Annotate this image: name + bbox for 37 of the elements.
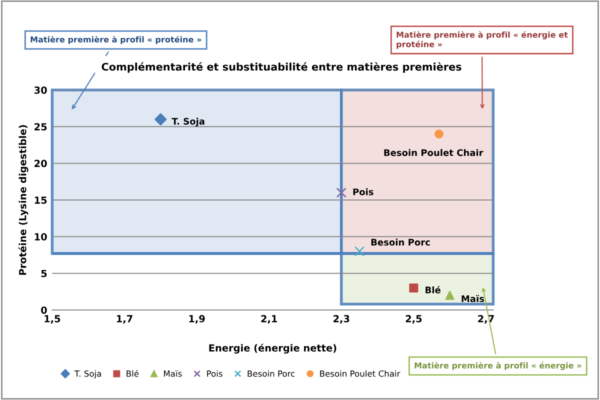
y-tick-label: 15 <box>34 196 47 204</box>
annotation: Besoin Porc <box>371 238 430 246</box>
annotation: Pois <box>353 188 374 196</box>
point <box>354 246 365 256</box>
legend-label: T. Soja <box>74 370 101 378</box>
annotation: T. Soja <box>172 118 204 127</box>
legend-label: Maïs <box>164 370 182 377</box>
annotation: Maïs <box>462 295 484 302</box>
y-tick-label: 10 <box>34 233 47 240</box>
chart-title: Complémentarité et substituabilité entre matières premières <box>102 62 462 73</box>
y-axis-title: Protéine (Lysine digestible) <box>18 125 28 275</box>
point <box>445 290 454 300</box>
y-tick-label: 30 <box>34 86 47 94</box>
band-label: Matière première à profil « énergie et protéine » <box>396 31 568 49</box>
x-tick-label: 2,3 <box>334 315 350 324</box>
y-tick-label: 20 <box>34 160 47 168</box>
band-label: Matière première à profil « protéine » <box>30 36 202 44</box>
y-tick-label: 25 <box>34 123 47 130</box>
x-tick-label: 1,7 <box>116 315 132 324</box>
legend-label: Besoin Poulet Chair <box>320 370 400 377</box>
x-axis-title: Energie (énergie nette) <box>209 344 336 354</box>
y-tick-label: 5 <box>41 270 47 278</box>
legend-label: Pois <box>207 370 222 377</box>
band-label: Matière première à profil « énergie » <box>414 362 582 370</box>
x-tick-label: 2,1 <box>261 315 278 324</box>
annotation: Besoin Poulet Chair <box>384 149 484 156</box>
x-tick-label: 2,5 <box>406 315 422 324</box>
legend-label: Blé <box>126 370 139 377</box>
y-tick-label: 0 <box>41 306 47 314</box>
legend-label: Besoin Porc <box>248 370 295 377</box>
point <box>409 284 418 292</box>
x-tick-label: 1,5 <box>44 315 60 324</box>
point <box>336 188 346 198</box>
point <box>154 113 167 126</box>
x-tick-label: 1,9 <box>189 315 205 324</box>
point <box>434 130 444 138</box>
annotation: Blé <box>426 286 440 294</box>
